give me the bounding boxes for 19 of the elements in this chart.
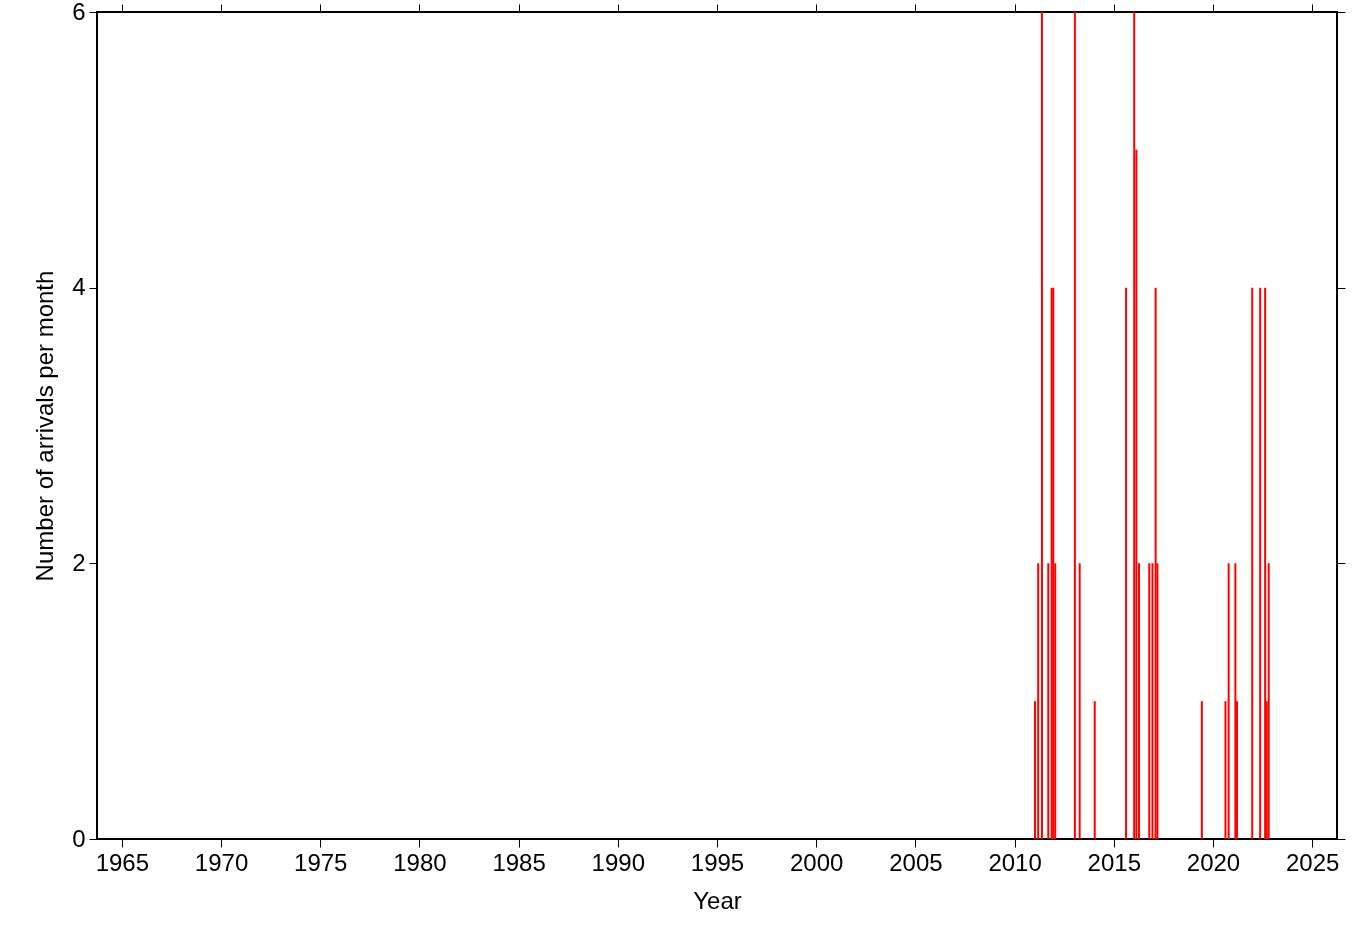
x-tick-label: 2010: [988, 848, 1042, 876]
x-tick-label: 1965: [95, 848, 150, 876]
x-tick-label: 2015: [1087, 848, 1141, 876]
x-tick-label: 2020: [1186, 848, 1241, 876]
x-tick-label: 1995: [690, 848, 745, 876]
y-axis-title: Number of arrivals per month: [31, 270, 59, 582]
x-tick-label: 2025: [1285, 848, 1340, 876]
x-tick-label: 1970: [194, 848, 249, 876]
x-tick-label: 1985: [492, 848, 546, 876]
x-tick-label: 2000: [790, 848, 844, 876]
y-tick-label: 2: [72, 548, 86, 576]
x-tick-label: 2005: [889, 848, 943, 876]
x-tick-label: 1990: [591, 848, 645, 876]
x-tick-label: 1980: [393, 848, 447, 876]
y-tick-label: 4: [72, 273, 86, 301]
x-axis-title: Year: [693, 886, 742, 914]
x-tick-label: 1975: [294, 848, 348, 876]
y-tick-label: 0: [72, 824, 86, 852]
y-tick-label: 6: [72, 0, 86, 25]
